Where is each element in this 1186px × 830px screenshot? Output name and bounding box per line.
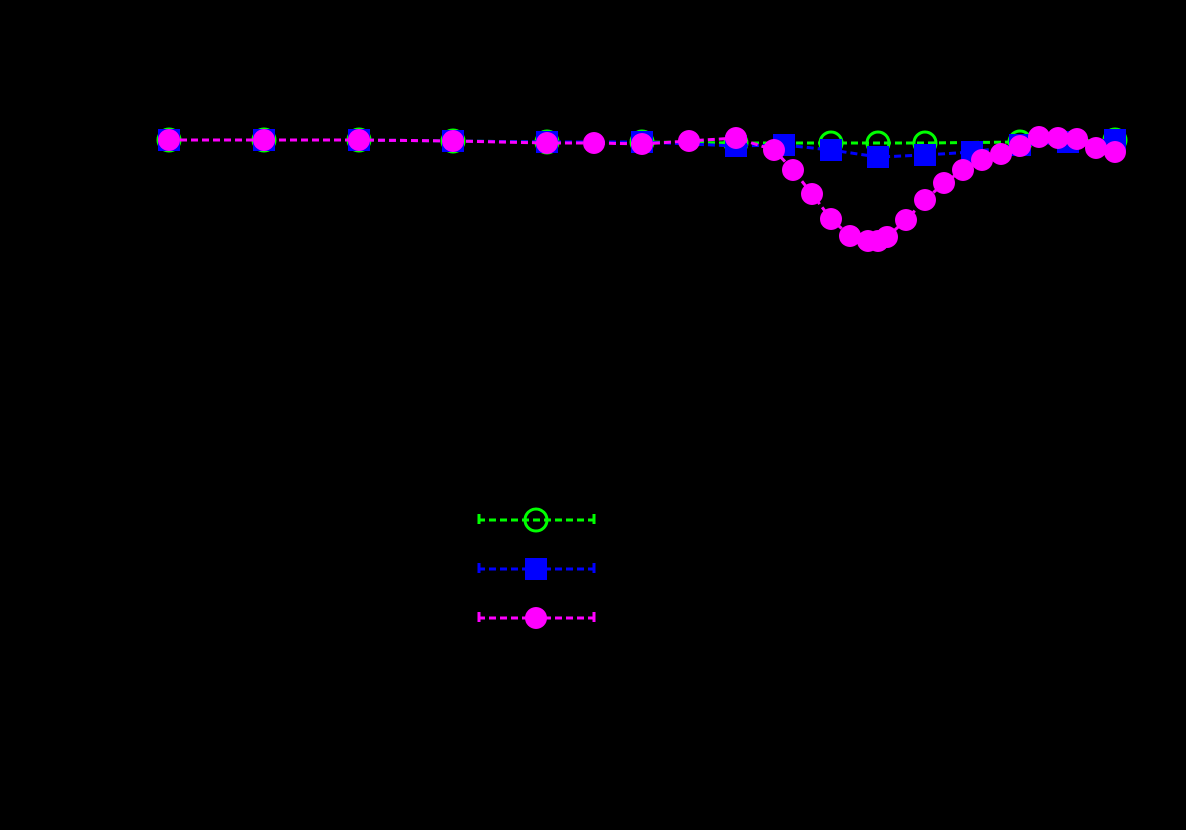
filled-circle-marker xyxy=(933,172,955,194)
filled-circle-marker xyxy=(1047,127,1069,149)
legend-entry xyxy=(477,558,596,580)
filled-circle-marker xyxy=(1009,135,1031,157)
filled-square-marker xyxy=(820,139,842,161)
filled-circle-marker xyxy=(678,130,700,152)
filled-circle-marker xyxy=(1085,137,1107,159)
legend xyxy=(477,507,596,629)
plot-area xyxy=(156,126,1128,252)
filled-circle-marker xyxy=(895,209,917,231)
filled-circle-marker xyxy=(348,129,370,151)
filled-circle-marker xyxy=(631,133,653,155)
filled-circle-marker xyxy=(583,132,605,154)
filled-circle-marker xyxy=(525,607,547,629)
open-circle-marker xyxy=(523,507,549,533)
filled-circle-marker xyxy=(952,159,974,181)
filled-circle-marker xyxy=(801,183,823,205)
filled-circle-marker xyxy=(158,129,180,151)
filled-circle-marker xyxy=(876,226,898,248)
filled-circle-marker xyxy=(536,132,558,154)
filled-circle-marker xyxy=(1104,141,1126,163)
filled-circle-marker xyxy=(782,159,804,181)
filled-circle-marker xyxy=(971,149,993,171)
legend-entry xyxy=(477,507,596,533)
filled-square-marker xyxy=(914,144,936,166)
filled-circle-marker xyxy=(1066,128,1088,150)
filled-circle-marker xyxy=(914,189,936,211)
filled-square-marker xyxy=(525,558,547,580)
filled-circle-marker xyxy=(725,127,747,149)
filled-circle-marker xyxy=(253,129,275,151)
legend-entry xyxy=(477,607,596,629)
filled-circle-marker xyxy=(990,143,1012,165)
filled-circle-marker xyxy=(839,225,861,247)
filled-circle-marker xyxy=(442,130,464,152)
filled-circle-marker xyxy=(1028,126,1050,148)
filled-square-marker xyxy=(867,146,889,168)
filled-circle-marker xyxy=(763,139,785,161)
filled-circle-marker xyxy=(820,208,842,230)
series-2 xyxy=(158,126,1126,252)
